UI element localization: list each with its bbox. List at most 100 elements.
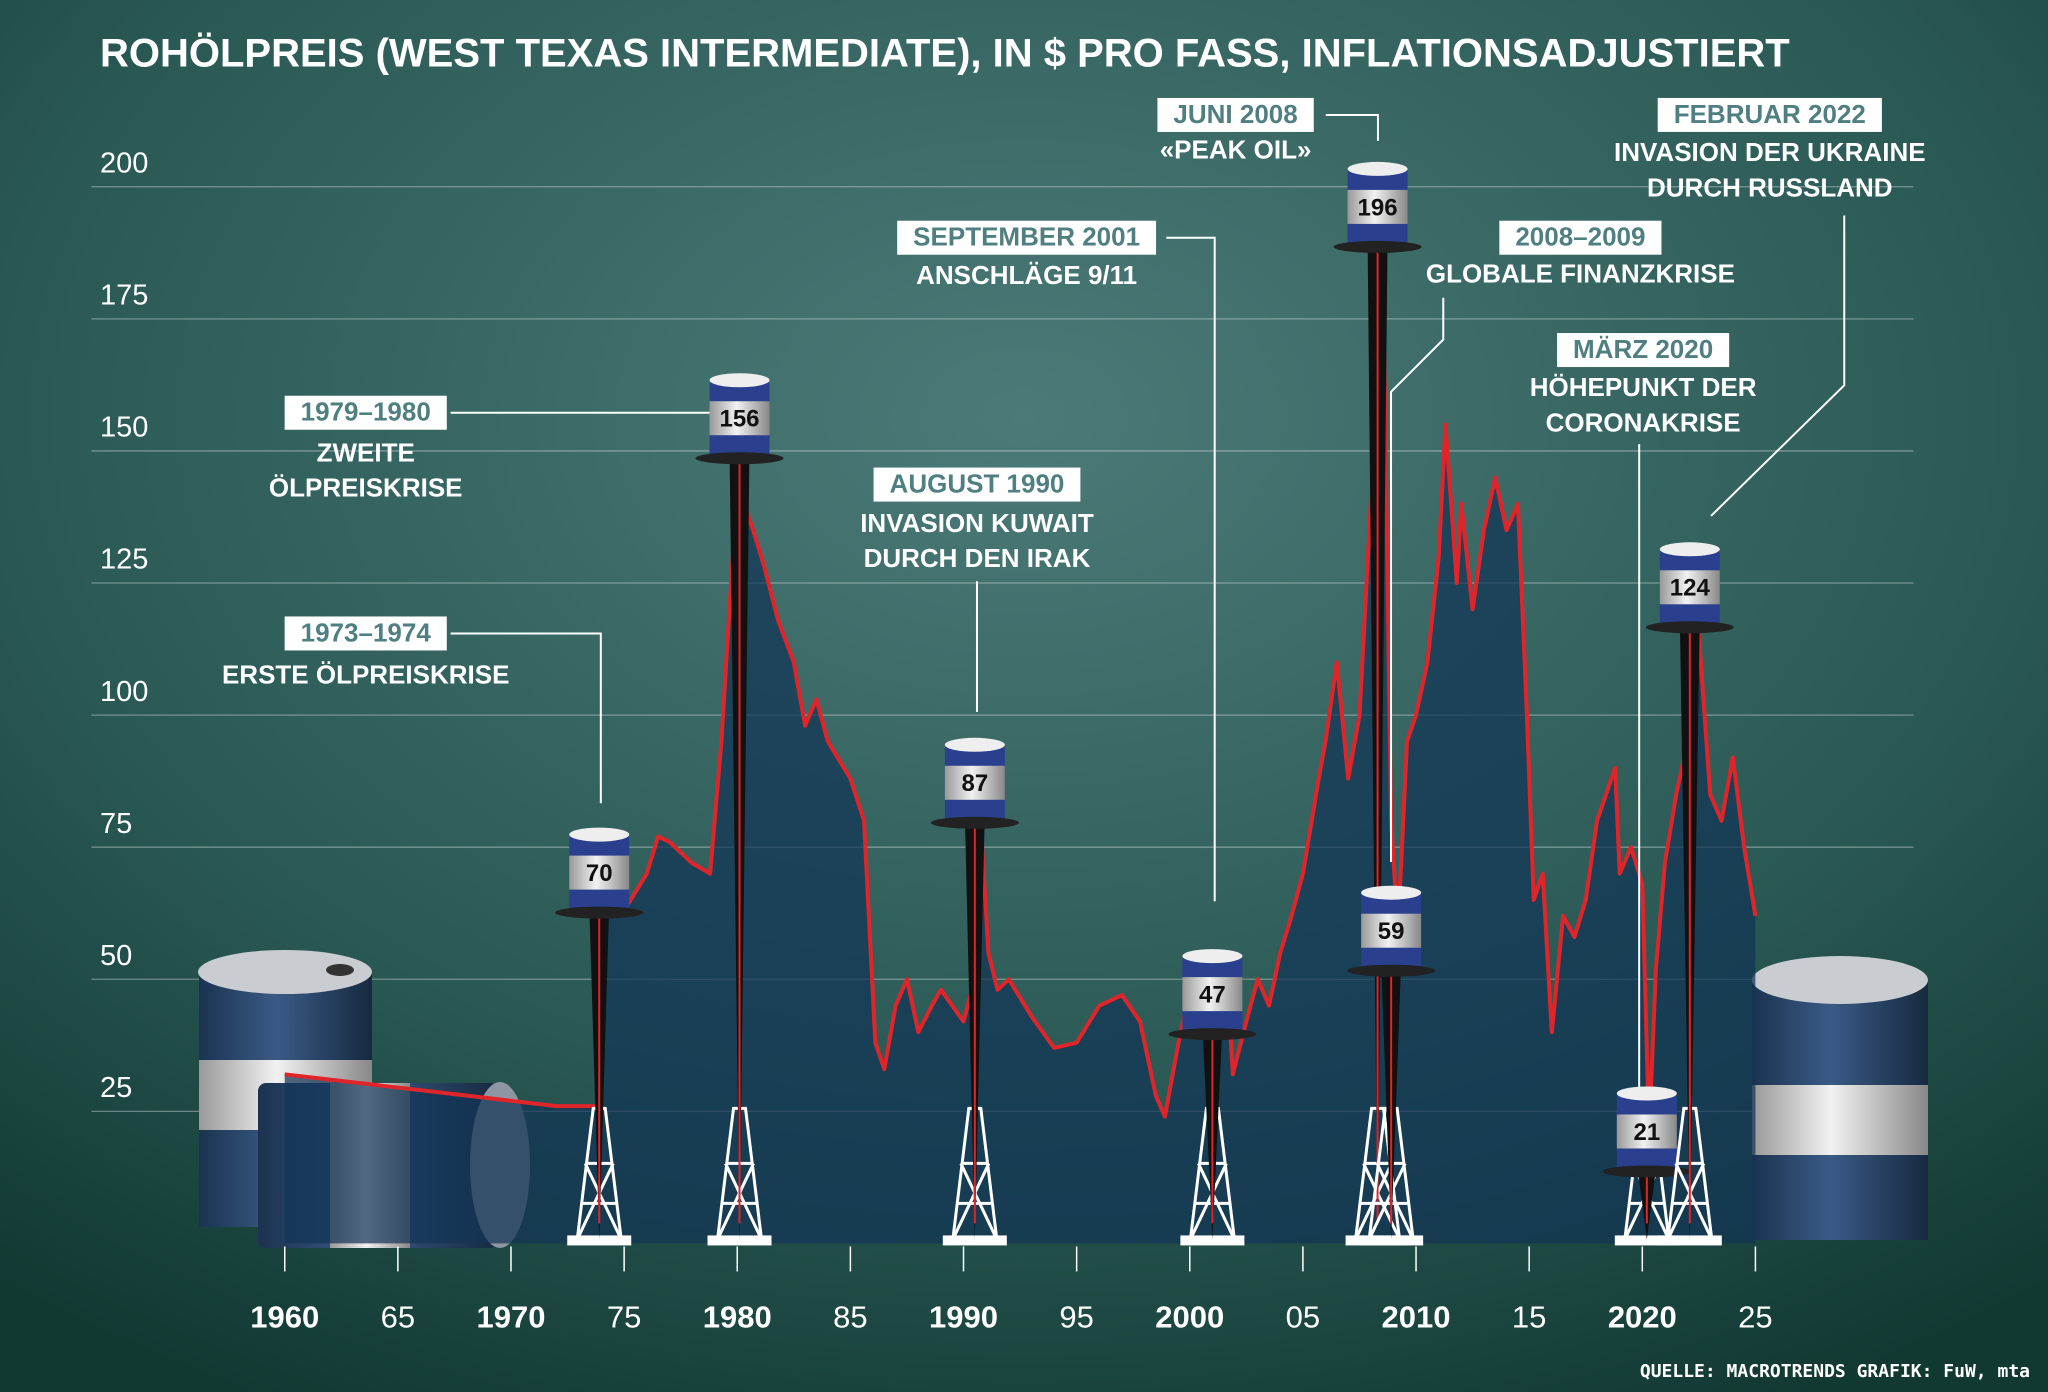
x-tick-label: 15 <box>1512 1299 1546 1334</box>
barrel-label: 124 <box>1670 575 1711 602</box>
event-date: JUNI 2008 <box>1173 99 1297 129</box>
x-tick-label: 75 <box>607 1299 641 1334</box>
x-tick-label: 2010 <box>1382 1299 1451 1334</box>
splash <box>695 452 784 465</box>
event-date-box <box>1657 97 1882 132</box>
chart-title: ROHÖLPREIS (WEST TEXAS INTERMEDIATE), IN… <box>100 31 1790 76</box>
x-tick-label: 1970 <box>477 1299 546 1334</box>
barrel-label: 59 <box>1378 918 1405 945</box>
barrel-top <box>569 827 630 842</box>
event-text: DURCH RUSSLAND <box>1647 172 1893 202</box>
splash <box>1168 1028 1257 1041</box>
event-date: SEPTEMBER 2001 <box>913 222 1140 252</box>
splash <box>930 816 1019 829</box>
event-date-box <box>1557 333 1730 368</box>
event-date-box <box>1157 97 1314 132</box>
barrel: 59 <box>1347 885 1436 977</box>
y-tick-label: 100 <box>100 676 148 708</box>
barrel-label: 21 <box>1633 1119 1660 1146</box>
barrel-label: 70 <box>586 860 613 887</box>
event-date: FEBRUAR 2022 <box>1674 99 1866 129</box>
splash <box>1602 1165 1691 1178</box>
event-text: HÖHEPUNKT DER <box>1530 372 1757 402</box>
barrel-top <box>1361 885 1422 900</box>
derrick-base <box>942 1235 1007 1246</box>
leader-line <box>1390 297 1445 863</box>
barrel: 47 <box>1168 949 1257 1041</box>
event-text: INVASION KUWAIT <box>860 508 1094 538</box>
splash <box>1347 964 1436 977</box>
event-date: AUGUST 1990 <box>890 468 1065 498</box>
barrel-band <box>1659 570 1720 605</box>
barrel-top <box>709 373 770 388</box>
barrel-top <box>1182 949 1243 964</box>
leader-line <box>450 632 602 804</box>
event-date-box <box>897 220 1157 255</box>
barrel-band <box>709 401 770 436</box>
y-tick-label: 125 <box>100 544 148 576</box>
y-tick-label: 175 <box>100 280 148 312</box>
derrick-base <box>1180 1235 1245 1246</box>
derrick-base <box>707 1235 772 1246</box>
barrel-band <box>1182 977 1243 1012</box>
derrick-base <box>567 1235 632 1246</box>
x-tick-label: 1980 <box>703 1299 772 1334</box>
barrel-label: 196 <box>1358 194 1398 221</box>
derrick-base <box>1614 1235 1679 1246</box>
x-tick-label: 95 <box>1059 1299 1093 1334</box>
y-tick-label: 25 <box>100 1072 132 1104</box>
event-text: DURCH DEN IRAK <box>864 543 1091 573</box>
event-text: «PEAK OIL» <box>1160 134 1312 164</box>
event-text: GLOBALE FINANZKRISE <box>1426 258 1735 288</box>
barrel-top <box>1616 1086 1677 1101</box>
x-tick-label: 1990 <box>929 1299 998 1334</box>
barrel-band <box>944 765 1005 800</box>
barrel: 196 <box>1333 161 1422 253</box>
splash <box>1333 240 1422 253</box>
barrel-band <box>1347 189 1408 224</box>
leader-line <box>1710 215 1846 517</box>
derrick-base <box>1359 1235 1424 1246</box>
event-text: INVASION DER UKRAINE <box>1614 137 1926 167</box>
splash <box>1645 621 1734 634</box>
event-date: 2008–2009 <box>1515 222 1645 252</box>
barrel-band <box>569 855 630 890</box>
x-tick-label: 2000 <box>1155 1299 1224 1334</box>
splash <box>555 906 644 919</box>
event-date-box <box>1499 220 1662 255</box>
barrel: 70 <box>555 827 644 919</box>
leader-line <box>1325 113 1379 142</box>
y-tick-label: 150 <box>100 412 148 444</box>
event-text: ANSCHLÄGE 9/11 <box>916 260 1137 290</box>
x-tick-label: 85 <box>833 1299 867 1334</box>
derrick-base <box>1657 1235 1722 1246</box>
barrel-label: 87 <box>961 770 988 797</box>
x-tick-label: 2020 <box>1608 1299 1677 1334</box>
event-text: ÖLPREISKRISE <box>269 473 463 503</box>
barrel-band <box>1616 1114 1677 1149</box>
event-text: CORONAKRISE <box>1546 407 1741 437</box>
source: QUELLE: MACROTRENDS GRAFIK: FuW, mta <box>1640 1361 2030 1382</box>
barrel-band <box>1361 913 1422 948</box>
y-tick-label: 75 <box>100 808 132 840</box>
barrel: 156 <box>695 373 784 465</box>
barrel: 87 <box>930 737 1019 829</box>
barrel-top <box>1347 161 1408 176</box>
event-date-box <box>284 616 447 651</box>
barrel-label: 156 <box>719 406 759 433</box>
event-date-box <box>284 395 447 430</box>
x-tick-label: 65 <box>381 1299 415 1334</box>
barrel-label: 47 <box>1199 981 1226 1008</box>
y-tick-label: 200 <box>100 147 148 179</box>
event-date: MÄRZ 2020 <box>1573 334 1713 364</box>
barrel-top <box>944 737 1005 752</box>
x-tick-label: 1960 <box>250 1299 319 1334</box>
barrel: 21 <box>1602 1086 1691 1178</box>
leader-line <box>1166 236 1216 902</box>
barrel: 124 <box>1645 542 1734 634</box>
x-tick-label: 25 <box>1738 1299 1772 1334</box>
event-date: 1973–1974 <box>301 617 432 647</box>
event-text: ERSTE ÖLPREISKRISE <box>222 659 510 689</box>
barrel-top <box>1659 542 1720 557</box>
